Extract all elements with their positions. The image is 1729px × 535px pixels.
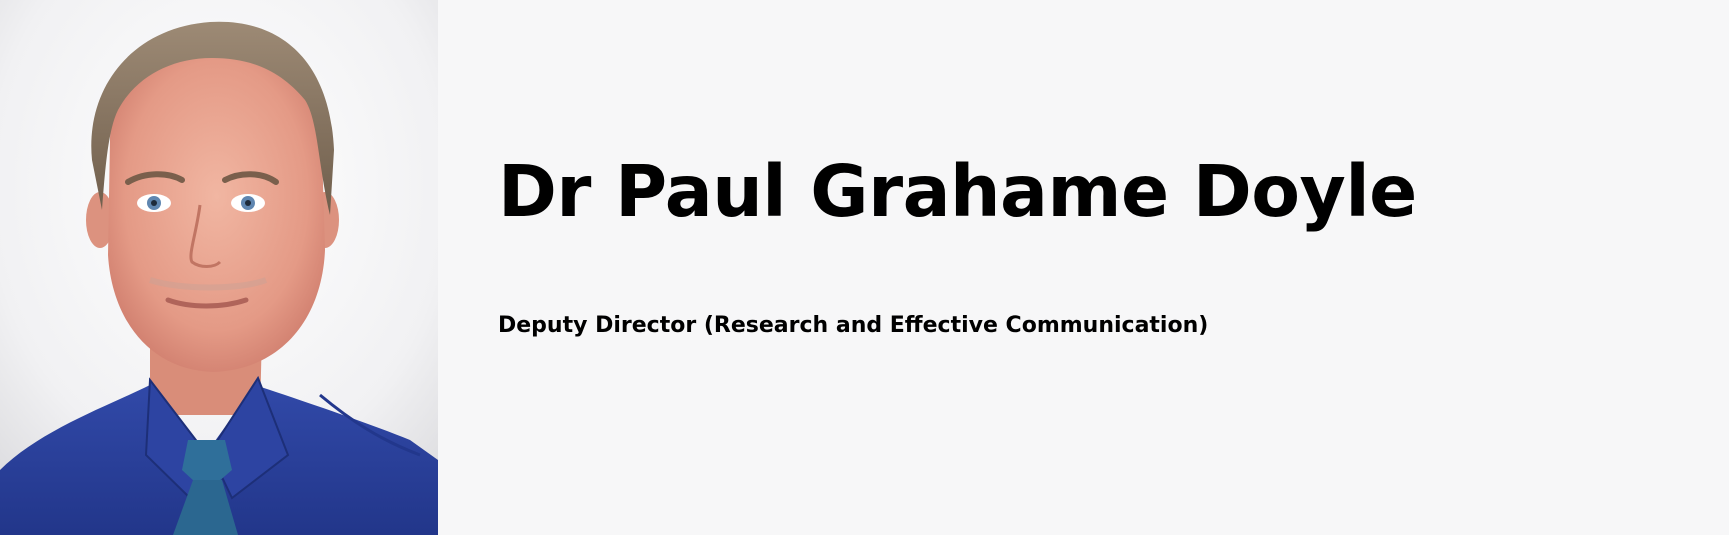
person-name: Dr Paul Grahame Doyle bbox=[498, 150, 1417, 233]
face bbox=[108, 52, 325, 372]
person-role: Deputy Director (Research and Effective … bbox=[498, 313, 1209, 338]
tie bbox=[173, 480, 238, 535]
profile-text: Dr Paul Grahame Doyle Deputy Director (R… bbox=[498, 0, 1678, 535]
tie-knot bbox=[182, 440, 232, 482]
profile-photo bbox=[0, 0, 438, 535]
portrait-illustration bbox=[0, 0, 438, 535]
hair bbox=[91, 21, 334, 216]
